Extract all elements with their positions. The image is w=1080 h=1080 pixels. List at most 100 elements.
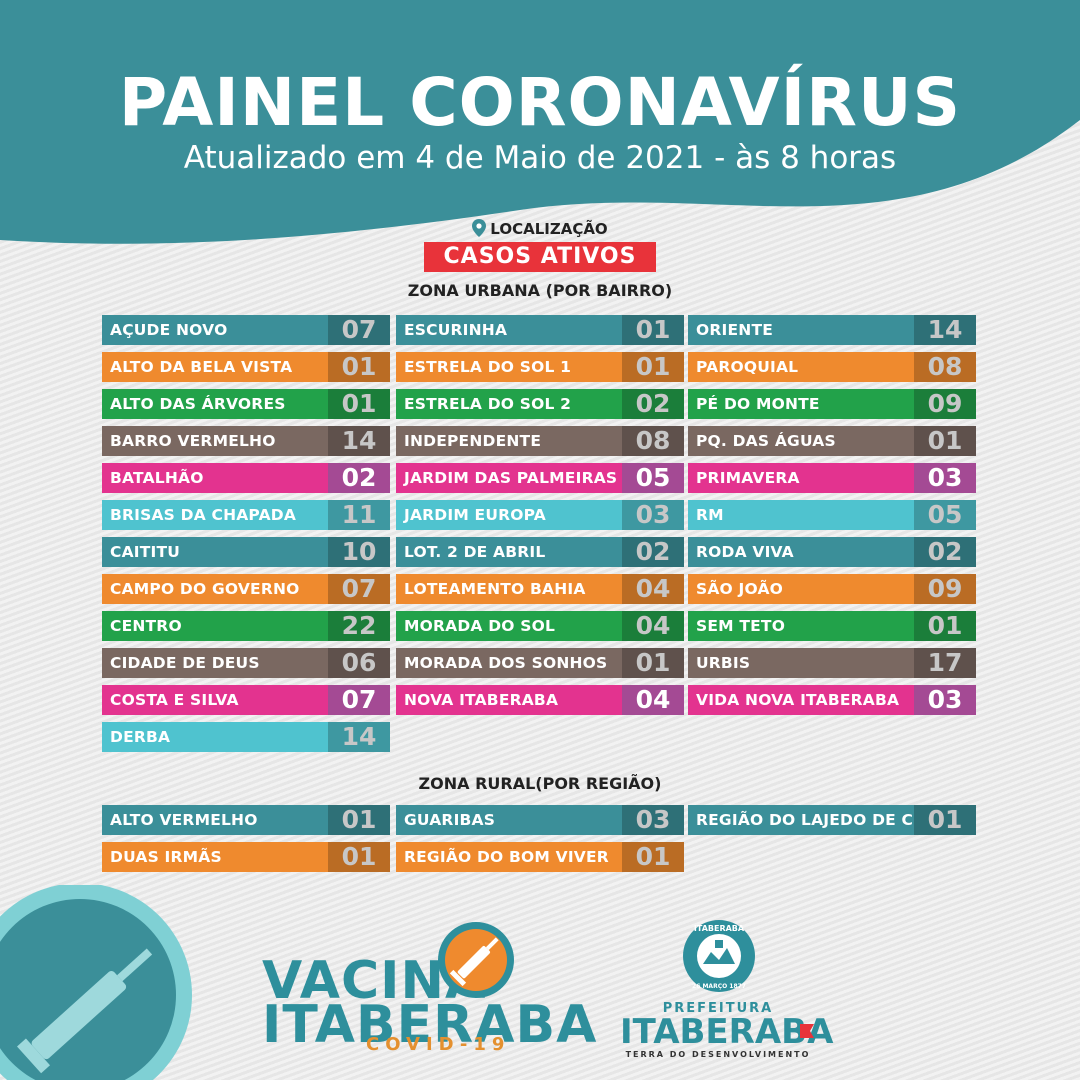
neighborhood-name: REGIÃO DO BOM VIVER [396, 842, 622, 872]
neighborhood-name: JARDIM EUROPA [396, 500, 622, 530]
neighborhood-name: PÉ DO MONTE [688, 389, 914, 419]
case-count: 04 [622, 611, 684, 641]
neighborhood-name: NOVA ITABERABA [396, 685, 622, 715]
neighborhood-name: ALTO VERMELHO [102, 805, 328, 835]
rural-item: GUARIBAS 03 [396, 805, 684, 835]
case-count: 08 [622, 426, 684, 456]
case-count: 14 [328, 426, 390, 456]
urban-item: PQ. DAS ÁGUAS 01 [688, 426, 976, 456]
location-text: LOCALIZAÇÃO [490, 220, 608, 238]
urban-item: BARRO VERMELHO 14 [102, 426, 390, 456]
rural-zone-title: ZONA RURAL(POR REGIÃO) [418, 774, 662, 793]
case-count: 01 [328, 842, 390, 872]
case-count: 03 [914, 685, 976, 715]
neighborhood-name: DERBA [102, 722, 328, 752]
neighborhood-name: PRIMAVERA [688, 463, 914, 493]
urban-item: CAITITU 10 [102, 537, 390, 567]
syringe-circle-decoration [0, 885, 192, 1080]
seal-text: ITABERABA [694, 924, 745, 933]
case-count: 17 [914, 648, 976, 678]
case-count: 04 [622, 685, 684, 715]
urban-item: AÇUDE NOVO 07 [102, 315, 390, 345]
case-count: 01 [622, 842, 684, 872]
neighborhood-name: BRISAS DA CHAPADA [102, 500, 328, 530]
neighborhood-name: BARRO VERMELHO [102, 426, 328, 456]
neighborhood-name: ALTO DA BELA VISTA [102, 352, 328, 382]
urban-item: ALTO DAS ÁRVORES 01 [102, 389, 390, 419]
location-pin-icon [472, 219, 487, 237]
urban-item: PÉ DO MONTE 09 [688, 389, 976, 419]
location-label: LOCALIZAÇÃO [0, 219, 1080, 238]
urban-item: COSTA E SILVA 07 [102, 685, 390, 715]
urban-item: ESTRELA DO SOL 1 01 [396, 352, 684, 382]
neighborhood-name: COSTA E SILVA [102, 685, 328, 715]
urban-item: MORADA DO SOL 04 [396, 611, 684, 641]
neighborhood-name: CENTRO [102, 611, 328, 641]
neighborhood-name: CAMPO DO GOVERNO [102, 574, 328, 604]
urban-item: ALTO DA BELA VISTA 01 [102, 352, 390, 382]
prefeitura-label: PREFEITURA [662, 1001, 774, 1016]
urban-item: VIDA NOVA ITABERABA 03 [688, 685, 976, 715]
case-count: 14 [914, 315, 976, 345]
case-count: 01 [328, 352, 390, 382]
case-count: 22 [328, 611, 390, 641]
urban-item: LOTEAMENTO BAHIA 04 [396, 574, 684, 604]
city-seal-icon: ITABERABA 26 MARÇO 1877 [683, 920, 755, 992]
case-count: 09 [914, 574, 976, 604]
urban-item: ORIENTE 14 [688, 315, 976, 345]
case-count: 03 [914, 463, 976, 493]
rural-item: DUAS IRMÃS 01 [102, 842, 390, 872]
neighborhood-name: LOT. 2 DE ABRIL [396, 537, 622, 567]
urban-item: NOVA ITABERABA 04 [396, 685, 684, 715]
urban-item: CAMPO DO GOVERNO 07 [102, 574, 390, 604]
case-count: 01 [914, 611, 976, 641]
urban-item: CENTRO 22 [102, 611, 390, 641]
neighborhood-name: MORADA DO SOL [396, 611, 622, 641]
urban-item: RM 05 [688, 500, 976, 530]
neighborhood-name: JARDIM DAS PALMEIRAS [396, 463, 622, 493]
case-count: 01 [914, 426, 976, 456]
urban-zone-title: ZONA URBANA (POR BAIRRO) [407, 281, 673, 300]
vaccine-syringe-icon [438, 922, 514, 998]
case-count: 06 [328, 648, 390, 678]
urban-item: INDEPENDENTE 08 [396, 426, 684, 456]
neighborhood-name: ESCURINHA [396, 315, 622, 345]
neighborhood-name: INDEPENDENTE [396, 426, 622, 456]
neighborhood-name: VIDA NOVA ITABERABA [688, 685, 914, 715]
neighborhood-name: GUARIBAS [396, 805, 622, 835]
urban-item: SEM TETO 01 [688, 611, 976, 641]
case-count: 03 [622, 500, 684, 530]
case-count: 01 [328, 389, 390, 419]
case-count: 09 [914, 389, 976, 419]
neighborhood-name: PQ. DAS ÁGUAS [688, 426, 914, 456]
neighborhood-name: AÇUDE NOVO [102, 315, 328, 345]
case-count: 01 [622, 315, 684, 345]
neighborhood-name: MORADA DOS SONHOS [396, 648, 622, 678]
neighborhood-name: LOTEAMENTO BAHIA [396, 574, 622, 604]
update-subtitle: Atualizado em 4 de Maio de 2021 - às 8 h… [183, 140, 897, 176]
case-count: 05 [914, 500, 976, 530]
page-title: PAINEL CORONAVÍRUS [118, 64, 962, 141]
urban-item: PAROQUIAL 08 [688, 352, 976, 382]
case-count: 07 [328, 685, 390, 715]
urban-item: ESCURINHA 01 [396, 315, 684, 345]
case-count: 02 [328, 463, 390, 493]
urban-item: BATALHÃO 02 [102, 463, 390, 493]
case-count: 05 [622, 463, 684, 493]
urban-item: ESTRELA DO SOL 2 02 [396, 389, 684, 419]
prefeitura-tagline: TERRA DO DESENVOLVIMENTO [625, 1050, 811, 1059]
seal-date: 26 MARÇO 1877 [692, 983, 746, 990]
neighborhood-name: ALTO DAS ÁRVORES [102, 389, 328, 419]
case-count: 14 [328, 722, 390, 752]
case-count: 11 [328, 500, 390, 530]
neighborhood-name: PAROQUIAL [688, 352, 914, 382]
urban-item: JARDIM DAS PALMEIRAS 05 [396, 463, 684, 493]
vaccine-subtitle: COVID-19 [366, 1034, 511, 1055]
rural-item: REGIÃO DO LAJEDO DE CIMA01 [688, 805, 976, 835]
urban-item: JARDIM EUROPA 03 [396, 500, 684, 530]
active-cases-badge: CASOS ATIVOS [424, 242, 656, 272]
neighborhood-name: ORIENTE [688, 315, 914, 345]
neighborhood-name: RM [688, 500, 914, 530]
case-count: 01 [622, 648, 684, 678]
case-count: 10 [328, 537, 390, 567]
